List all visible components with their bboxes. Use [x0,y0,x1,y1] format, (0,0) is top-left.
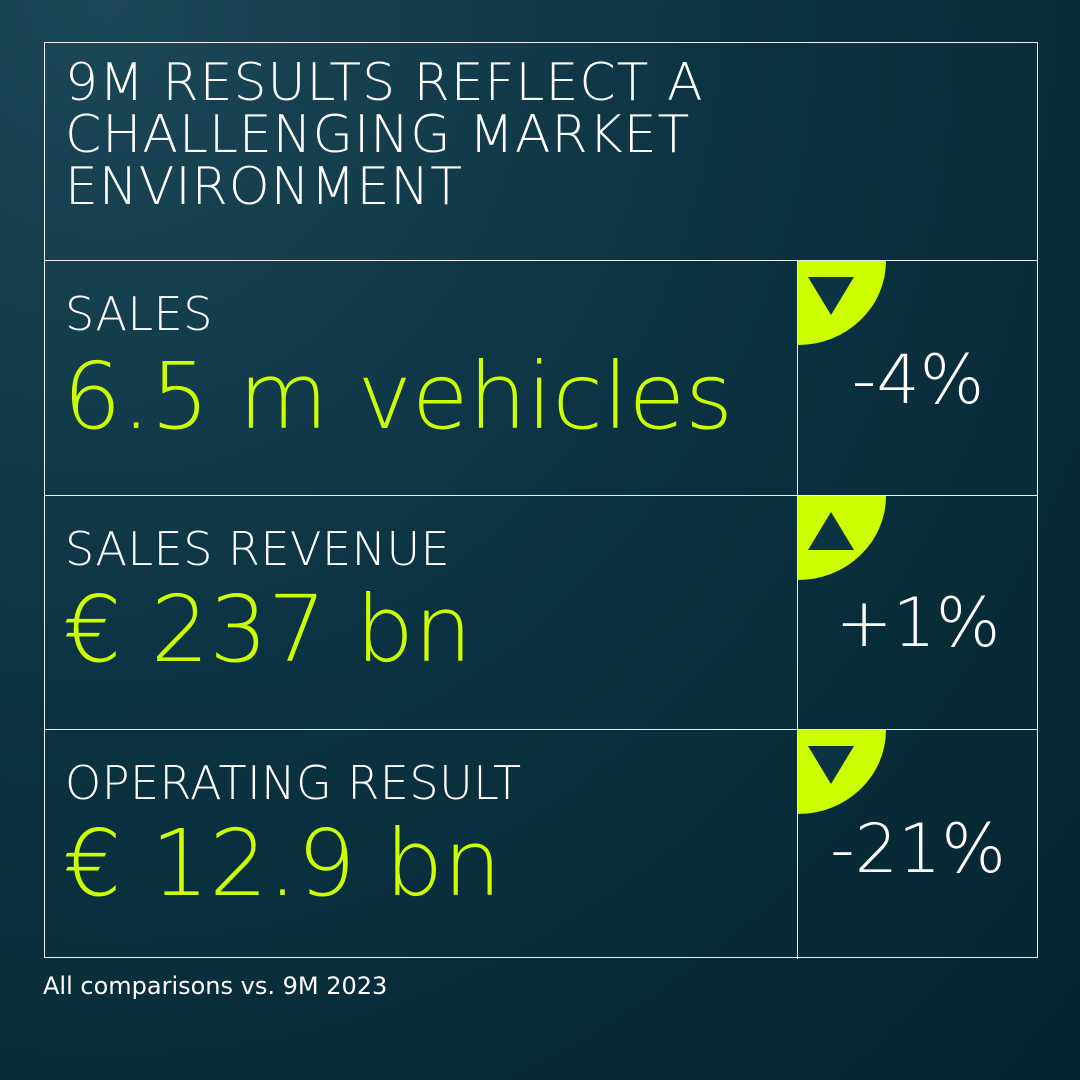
metric-row-operating-result: OPERATING RESULT € 12.9 bn -21% [45,730,1037,959]
change-value: +1% [835,584,1001,663]
metric-label: OPERATING RESULT [65,756,522,810]
metric-row-revenue: SALES REVENUE € 237 bn +1% [45,496,1037,730]
up-arrow-icon [798,496,886,580]
change-cell: -4% [797,261,1038,495]
metric-value: € 237 bn [63,576,473,683]
headline: 9M RESULTS REFLECT A CHALLENGING MARKET … [65,53,704,217]
change-value: -4% [851,341,985,420]
results-panel: 9M RESULTS REFLECT A CHALLENGING MARKET … [44,42,1038,959]
change-cell: -21% [797,730,1038,959]
metric-value: 6.5 m vehicles [63,343,734,450]
metric-label: SALES REVENUE [65,522,451,576]
metric-label: SALES [65,287,213,341]
title-cell: 9M RESULTS REFLECT A CHALLENGING MARKET … [45,43,1037,261]
metric-value: € 12.9 bn [63,810,502,917]
down-arrow-icon [798,730,886,814]
change-cell: +1% [797,496,1038,729]
footnote: All comparisons vs. 9M 2023 [43,972,388,1000]
change-value: -21% [830,810,1006,889]
metric-row-sales: SALES 6.5 m vehicles -4% [45,261,1037,496]
down-arrow-icon [798,261,886,345]
